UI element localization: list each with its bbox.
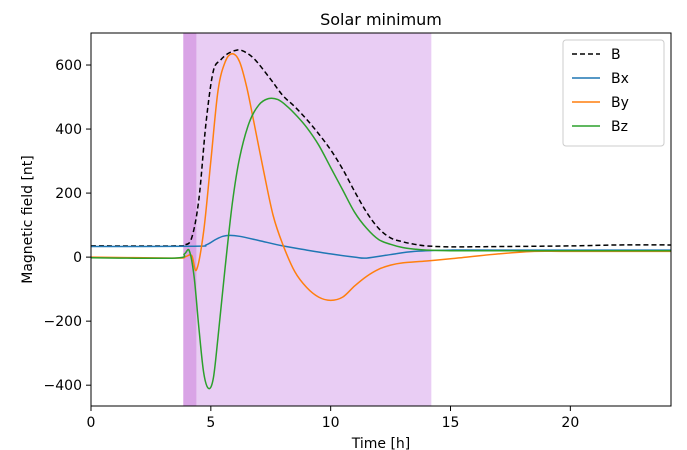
y-axis-label: Magnetic field [nt] [20,155,36,284]
x-axis: 0 5 10 15 20 [87,406,579,431]
x-tick-label: 0 [87,415,96,431]
chart-title: Solar minimum [320,10,442,29]
y-tick-label: −400 [44,378,82,394]
x-tick-label: 20 [561,415,579,431]
y-tick-label: −200 [44,314,82,330]
shaded-region-1 [183,33,197,406]
shaded-region-2 [196,33,432,406]
series-line-bz [91,97,671,390]
legend-box [562,39,665,147]
y-axis: −400 −200 0 200 400 600 [44,58,91,394]
legend-label-bx: Bx [611,71,629,87]
legend: B Bx By Bz [562,39,665,147]
series-line-by [91,53,671,302]
plot-frame [90,32,672,407]
shaded-regions [183,33,432,406]
y-tick-label: 0 [73,250,82,266]
x-axis-label: Time [h] [351,436,411,450]
y-tick-label: 400 [55,122,82,138]
plot-lines [91,49,671,390]
legend-label-bz: Bz [611,119,628,135]
y-tick-label: 600 [55,58,82,74]
series-line-b [91,49,671,248]
x-tick-label: 15 [442,415,460,431]
x-tick-label: 5 [206,415,215,431]
legend-label-by: By [611,95,629,111]
y-tick-label: 200 [55,186,82,202]
legend-label-b: B [611,47,621,63]
x-tick-label: 10 [322,415,340,431]
